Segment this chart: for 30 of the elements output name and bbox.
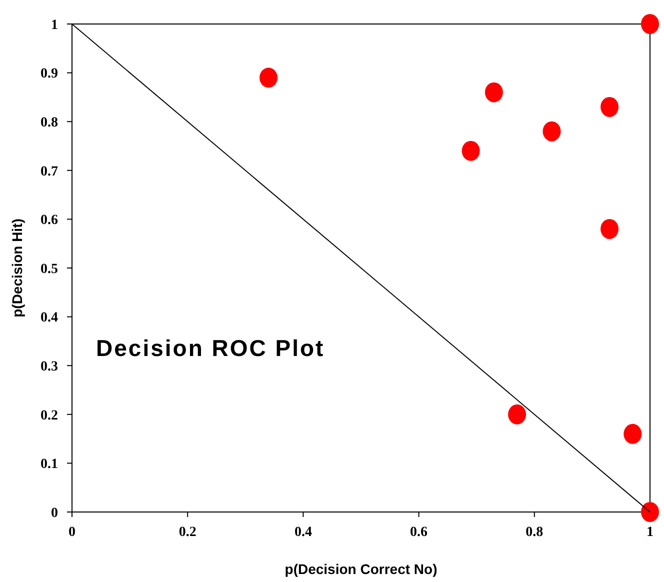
point [542, 121, 561, 142]
x-tick-label: 0.6 [410, 525, 428, 540]
y-axis-title: p(Decision Hit) [9, 218, 25, 318]
y-tick-label: 0.8 [40, 116, 58, 130]
point [641, 14, 659, 34]
x-axis-title: p(Decision Correct No) [284, 561, 438, 577]
x-tick-label: 0.4 [294, 525, 312, 540]
y-tick-label: 0.9 [40, 66, 58, 82]
text: Decision ROC Plot [96, 334, 325, 361]
y-tick-label: 1 [51, 18, 58, 33]
y-tick-label: 0.1 [40, 457, 58, 472]
point [600, 96, 619, 117]
point [462, 140, 480, 161]
y-tick-label: 0.2 [40, 408, 58, 424]
point [600, 218, 619, 239]
point [508, 404, 526, 424]
point [624, 424, 642, 444]
point [484, 82, 503, 102]
y-tick-label: 0.7 [40, 164, 58, 180]
x-tick-label: 0.8 [526, 525, 544, 540]
x-tick-label: 1 [646, 525, 654, 540]
x-tick-label: 0 [68, 525, 76, 540]
y-tick-label: 0.6 [40, 213, 58, 228]
point [260, 68, 278, 88]
x-tick-label: 0.2 [178, 525, 196, 540]
y-tick-label: 0 [51, 506, 58, 521]
y-tick-label: 0.4 [40, 310, 58, 326]
point [641, 502, 659, 522]
y-tick-label: 0.5 [40, 262, 58, 277]
y-tick-label: 0.3 [40, 360, 58, 374]
